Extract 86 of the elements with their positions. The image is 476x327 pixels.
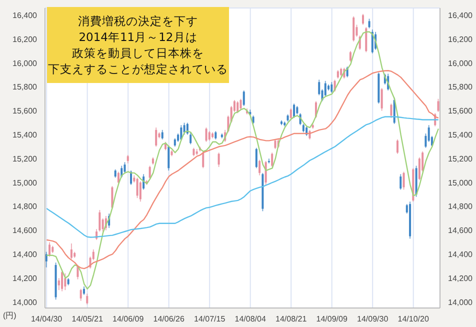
candlestick bbox=[80, 288, 82, 302]
candlestick bbox=[290, 108, 292, 120]
y-axis-title: (円) bbox=[3, 310, 16, 321]
y-tick-label: 16,000 bbox=[12, 58, 38, 68]
y2-tick-label: 15,200 bbox=[448, 154, 474, 164]
y-tick-label: 14,000 bbox=[12, 298, 38, 307]
y-tick-label: 15,600 bbox=[12, 106, 38, 116]
x-tick-label: 14/09/09 bbox=[316, 314, 348, 324]
x-tick-label: 14/07/15 bbox=[194, 314, 226, 324]
candlestick bbox=[48, 242, 51, 258]
y-tick-label: 16,400 bbox=[12, 11, 38, 20]
y2-tick-label: 14,600 bbox=[448, 226, 474, 236]
y-tick-label: 14,200 bbox=[12, 274, 38, 283]
candlestick bbox=[130, 170, 132, 186]
candlestick bbox=[362, 13, 364, 26]
candlestick bbox=[124, 162, 126, 174]
candlestick bbox=[330, 82, 333, 94]
candlestick bbox=[86, 293, 88, 305]
x-tick-label: 14/09/30 bbox=[357, 314, 389, 324]
x-tick-label: 14/10/20 bbox=[398, 314, 430, 324]
annotation: 政策を動員して日本株を bbox=[71, 45, 205, 61]
candlestick bbox=[349, 50, 352, 62]
candlestick bbox=[380, 88, 383, 112]
candlestick bbox=[365, 26, 368, 53]
candlestick bbox=[139, 180, 142, 202]
y2-tick-label: 14,200 bbox=[448, 274, 474, 283]
candlestick bbox=[136, 177, 138, 199]
candlestick bbox=[218, 152, 220, 168]
candlestick bbox=[64, 272, 66, 291]
candlestick bbox=[161, 129, 164, 140]
y-tick-label: 14,800 bbox=[12, 202, 38, 212]
x-tick-label: 14/06/09 bbox=[112, 314, 144, 324]
candlestick bbox=[61, 269, 64, 292]
x-tick-label: 14/05/21 bbox=[72, 314, 104, 324]
candlestick bbox=[45, 251, 48, 268]
candlestick bbox=[271, 152, 274, 168]
candlestick bbox=[352, 16, 355, 42]
candlestick bbox=[255, 147, 258, 169]
candlestick bbox=[258, 159, 261, 176]
y-tick-label: 15,400 bbox=[12, 130, 38, 140]
annotation: 2014年11月～12月は bbox=[78, 29, 198, 45]
x-tick-label: 14/04/30 bbox=[30, 314, 63, 324]
y2-tick-label: 15,600 bbox=[448, 106, 474, 116]
candlestick bbox=[402, 171, 405, 190]
candlestick bbox=[293, 103, 296, 118]
candlestick bbox=[208, 130, 210, 142]
candlestick bbox=[390, 103, 392, 118]
candlestick bbox=[400, 174, 402, 190]
candlestick bbox=[428, 124, 430, 142]
y2-tick-label: 16,200 bbox=[448, 34, 474, 44]
y2-tick-label: 16,000 bbox=[448, 58, 474, 68]
y2-tick-label: 15,800 bbox=[448, 82, 474, 92]
candlestick bbox=[117, 171, 120, 184]
y-tick-label: 15,200 bbox=[12, 154, 38, 164]
y2-tick-label: 14,800 bbox=[448, 202, 474, 212]
candlestick bbox=[155, 127, 158, 148]
x-tick-label: 14/08/21 bbox=[276, 314, 308, 324]
y2-tick-label: 14,400 bbox=[448, 250, 474, 260]
candlestick bbox=[205, 127, 208, 142]
annotation: 下支えすることが想定されている bbox=[47, 61, 229, 77]
candlestick bbox=[70, 242, 72, 260]
candlestick bbox=[264, 160, 267, 186]
y-tick-label: 14,600 bbox=[12, 226, 38, 236]
y2-tick-label: 16,400 bbox=[448, 11, 474, 20]
y-tick-label: 15,000 bbox=[12, 178, 38, 188]
candlestick bbox=[183, 122, 186, 136]
y2-tick-label: 15,400 bbox=[448, 130, 474, 140]
line-series bbox=[46, 31, 440, 290]
y-tick-label: 14,400 bbox=[12, 250, 38, 260]
candlestick bbox=[240, 98, 242, 110]
x-tick-label: 14/08/04 bbox=[234, 314, 266, 324]
candlestick bbox=[324, 80, 326, 97]
candlestick bbox=[202, 150, 204, 169]
y2-tick-label: 14,000 bbox=[448, 298, 474, 307]
candlestick bbox=[437, 98, 440, 112]
candlestick bbox=[368, 18, 370, 29]
candlestick bbox=[148, 165, 151, 180]
annotation: 消費増税の決定を下す bbox=[77, 13, 199, 29]
candlestick bbox=[236, 100, 239, 114]
candlestick bbox=[396, 138, 398, 154]
candlestick bbox=[274, 138, 276, 150]
candlestick bbox=[242, 90, 245, 107]
y-tick-label: 15,800 bbox=[12, 82, 38, 92]
y-tick-label: 16,200 bbox=[12, 34, 38, 44]
x-tick-label: 14/06/26 bbox=[153, 314, 185, 324]
y2-tick-label: 15,000 bbox=[448, 178, 474, 188]
